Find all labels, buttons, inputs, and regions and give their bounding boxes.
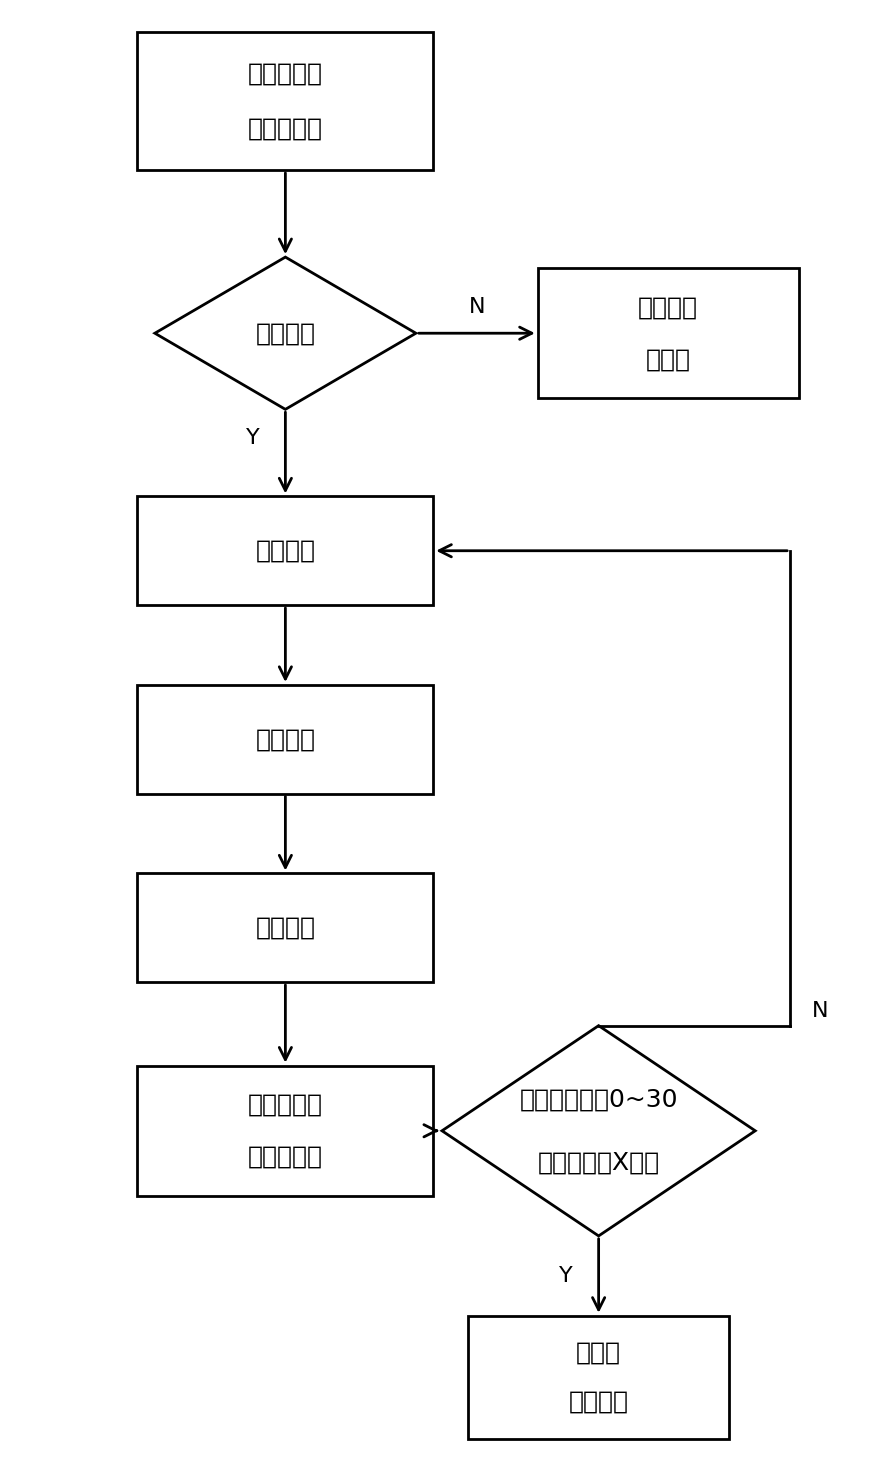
Text: 峰値对应的X轴数: 峰値对应的X轴数 [537, 1151, 659, 1174]
Text: N: N [469, 297, 485, 318]
Text: Y: Y [246, 429, 259, 448]
Bar [137, 496, 433, 605]
Bar [137, 32, 433, 170]
Bar [469, 1316, 729, 1439]
Text: 绘制充电容: 绘制充电容 [248, 1145, 323, 1168]
Bar [137, 685, 433, 793]
Bar [137, 1066, 433, 1196]
Bar [537, 268, 799, 398]
Text: 据差是否处于0~30: 据差是否处于0~30 [520, 1088, 678, 1111]
Text: 量增量曲线: 量增量曲线 [248, 1092, 323, 1117]
Text: 容量标定: 容量标定 [638, 296, 698, 319]
Text: Y: Y [559, 1266, 573, 1285]
Text: 活化处理: 活化处理 [255, 728, 316, 751]
Polygon shape [442, 1026, 755, 1236]
Text: 容量检测: 容量检测 [255, 916, 316, 940]
Bar [137, 874, 433, 982]
Polygon shape [155, 258, 415, 410]
Text: 退役锂电池: 退役锂电池 [248, 61, 323, 86]
Text: 电池稳定: 电池稳定 [568, 1389, 629, 1414]
Text: 不进行: 不进行 [645, 347, 690, 372]
Text: 长期存放的: 长期存放的 [248, 117, 323, 141]
Text: 容量値: 容量値 [576, 1341, 621, 1364]
Text: 外观检查: 外观检查 [255, 321, 316, 346]
Text: 信息采集: 信息采集 [255, 539, 316, 562]
Text: N: N [812, 1001, 828, 1022]
